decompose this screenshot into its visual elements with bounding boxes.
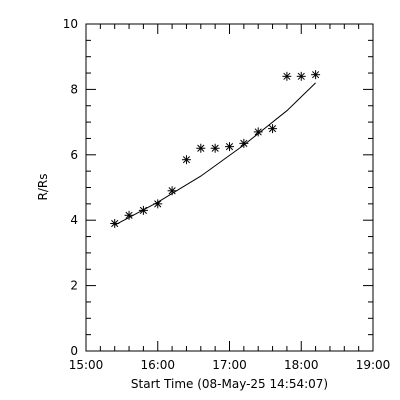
x-tick-label: 16:00 — [140, 358, 175, 372]
x-tick-labels: 15:00 16:00 17:00 18:00 19:00 — [69, 358, 391, 372]
data-points — [110, 70, 321, 228]
y-tick-labels: 0 2 4 6 8 10 — [63, 17, 78, 358]
y-tick-label: 0 — [70, 344, 78, 358]
data-point — [153, 199, 163, 209]
fit-line — [114, 82, 316, 226]
fit-line-group — [114, 82, 316, 226]
y-tick-label: 4 — [70, 213, 78, 227]
data-point — [181, 155, 191, 165]
data-point — [225, 142, 234, 152]
x-tick-label: 17:00 — [212, 358, 247, 372]
y-tick-label: 2 — [70, 279, 78, 293]
data-point — [253, 127, 263, 137]
data-point — [210, 143, 220, 153]
x-axis-label: Start Time (08-May-25 14:54:07) — [131, 377, 328, 391]
axis-ticks — [85, 23, 374, 352]
x-tick-label: 19:00 — [356, 358, 391, 372]
data-point — [311, 70, 321, 80]
data-point — [282, 71, 292, 81]
y-tick-label: 6 — [70, 148, 78, 162]
data-point — [167, 186, 177, 196]
data-point — [124, 210, 134, 220]
data-point — [296, 71, 306, 81]
y-tick-label: 8 — [70, 82, 78, 96]
data-point — [110, 218, 120, 228]
y-axis-label: R/Rs — [36, 174, 50, 201]
data-point — [268, 124, 278, 134]
data-point — [196, 143, 206, 153]
x-tick-label: 15:00 — [69, 358, 104, 372]
data-point — [138, 205, 148, 215]
data-point — [239, 138, 249, 148]
plot-frame — [85, 23, 374, 352]
y-tick-label: 10 — [63, 17, 78, 31]
x-tick-label: 18:00 — [284, 358, 319, 372]
